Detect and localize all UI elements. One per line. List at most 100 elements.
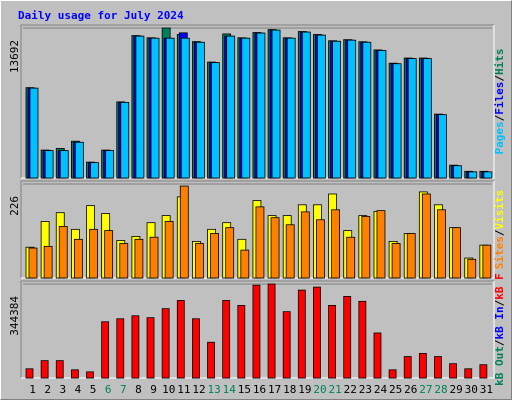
panel-edge-dark [20,180,494,278]
bar [479,364,488,379]
legend-separator: / [493,299,506,306]
bar [449,363,458,379]
bar [358,300,367,379]
bar [332,40,341,179]
x-tick-label: 25 [389,383,402,396]
legend-entry: Files [493,82,506,115]
legend-entry: Hits [493,49,506,76]
bar [468,171,478,179]
bar [161,308,170,379]
x-tick-label: 7 [120,383,127,396]
x-tick-label: 19 [298,383,311,396]
bar [241,37,251,179]
x-tick-label: 5 [90,383,97,396]
legend-entry: Visits [493,190,506,230]
bar [240,249,250,279]
x-tick-label: 11 [177,383,190,396]
bar [135,35,145,179]
bar [407,58,417,179]
x-tick-label: 27 [419,383,432,396]
bar [150,37,160,179]
bar [237,304,246,379]
bar [58,226,68,279]
bar [467,258,477,279]
bar [300,211,310,279]
x-tick-label: 18 [283,383,296,396]
bar [196,41,205,179]
chart-title: Daily usage for July 2024 [18,9,184,22]
bar [40,360,49,379]
bar [373,332,382,379]
bar [25,368,34,379]
bar [164,221,174,279]
x-tick-label: 12 [192,383,205,396]
bar [438,114,447,179]
bar [105,150,115,179]
x-tick-label: 9 [150,383,157,396]
legend-entry: kB Out [493,346,506,386]
bar [89,228,98,279]
bar [316,219,325,279]
bar [361,216,371,279]
legend: Pages/Files/Hits [493,49,506,155]
bar [313,286,321,379]
bar [285,224,295,279]
x-tick-label: 22 [344,383,357,396]
bar [149,236,159,279]
bar [146,317,155,379]
bar [376,210,386,279]
x-tick-label: 24 [374,383,388,396]
bar [452,227,462,279]
bar [403,356,412,379]
bar [86,371,94,379]
bar [180,37,190,179]
legend: kB Out/kB In/kB F [493,273,506,386]
y-tick-label: 226 [8,196,21,216]
x-tick-label: 6 [105,383,112,396]
bar [391,243,401,279]
bar [44,150,54,179]
x-tick-label: 29 [450,383,463,396]
bar [179,185,189,279]
legend-entry: kB F [493,273,506,300]
x-tick-label: 28 [434,383,447,396]
bar [388,369,397,379]
bar [343,295,352,379]
bar [226,35,236,179]
bar [362,41,372,179]
bar [286,37,296,179]
y-tick-label: 344384 [8,296,21,336]
x-tick-label: 15 [238,383,251,396]
x-tick-label: 16 [253,383,266,396]
panel-edge-dark [20,280,494,378]
bar [55,360,64,379]
bar [222,300,231,379]
bar [347,39,357,179]
bar [104,230,114,279]
bar [464,368,473,379]
bar [101,321,110,379]
bar [59,150,69,179]
x-tick-label: 8 [135,383,142,396]
bar [377,50,387,179]
bar [267,283,276,379]
legend-separator: / [493,229,506,236]
x-tick-label: 26 [404,383,417,396]
bar [29,87,39,179]
bar [406,233,416,279]
x-tick-label: 17 [268,383,281,396]
x-tick-label: 30 [465,383,478,396]
bar [195,243,204,279]
legend-separator: / [493,339,506,346]
bar [328,304,336,379]
bar [482,244,492,279]
bar [346,236,356,279]
bar [131,315,140,379]
bar [74,141,84,179]
bar [422,58,432,179]
x-tick-label: 21 [329,383,342,396]
bar [90,162,99,179]
bar [210,233,219,279]
legend-entry: Pages [493,121,506,154]
